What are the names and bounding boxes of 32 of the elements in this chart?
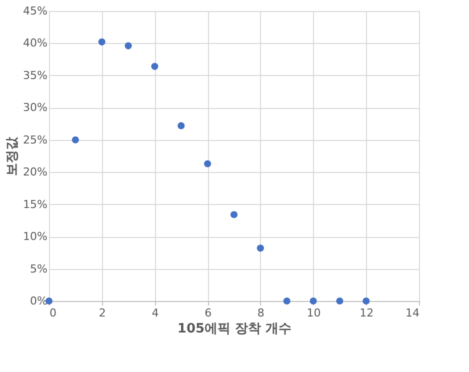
x-axis-title: 105에픽 장착 개수 [177,322,292,336]
point [178,122,185,130]
x-tick-label: 12 [360,306,374,320]
y-tick-label: 40% [23,36,48,50]
x-tick-label: 8 [257,306,264,320]
y-tick-label: 10% [23,230,48,244]
x-tick-label: 0 [50,306,56,320]
y-tick-label: 35% [23,68,48,82]
x-tick-label: 10 [306,306,321,320]
point [336,297,344,305]
y-tick-label: 5% [30,262,48,276]
point [362,297,370,305]
point [98,38,106,46]
y-axis-title: 보정값 [5,136,20,176]
x-tick-label: 4 [152,306,159,320]
x-tick-label: 14 [406,306,420,320]
point [151,62,158,70]
y-tick-label: 30% [23,101,48,114]
y-tick-label: 15% [23,198,48,211]
point [283,297,290,305]
point [72,136,79,144]
y-tick-label: 20% [23,166,48,179]
x-tick-label: 2 [98,306,106,320]
point [124,42,132,50]
y-tick-label: 45% [23,4,48,18]
x-tick-label: 6 [204,306,212,320]
point [204,160,212,168]
y-tick-label: 25% [23,133,48,146]
point [310,297,317,305]
point [256,244,264,252]
y-tick-label: 0% [30,294,48,308]
point [230,211,238,218]
